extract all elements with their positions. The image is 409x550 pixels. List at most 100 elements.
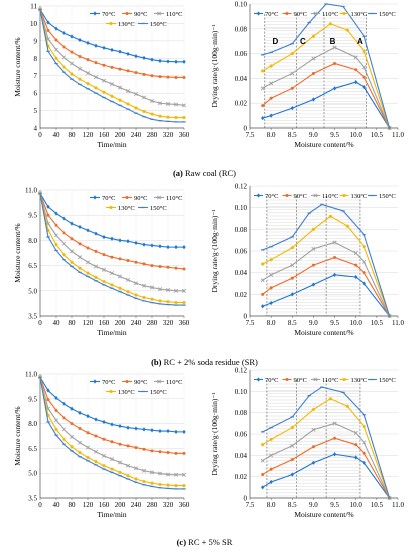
legend: 70°C 90°C 110°C 130°C 150°C <box>254 11 396 18</box>
data-point <box>102 234 106 240</box>
data-point <box>362 75 366 79</box>
series-line-130c <box>262 215 391 317</box>
data-point <box>290 106 294 111</box>
data-point <box>269 257 273 262</box>
data-point <box>290 276 294 280</box>
x-tick-label: 280 <box>147 501 158 509</box>
data-point <box>149 98 155 104</box>
y-tick-label: 7 <box>34 72 38 80</box>
y-axis-title: Drying rate/g·(100g·min)⁻¹ <box>210 24 219 107</box>
data-point <box>141 468 147 473</box>
data-point <box>101 453 107 458</box>
data-point <box>269 437 273 442</box>
y-tick-label: 0.04 <box>235 75 248 83</box>
data-point <box>110 47 114 53</box>
data-point <box>70 34 74 39</box>
data-point <box>290 71 295 76</box>
data-point <box>118 286 122 290</box>
data-point <box>86 58 90 62</box>
y-axis-title: Drying rate/g·(100g·min)⁻¹ <box>210 209 219 292</box>
data-point <box>133 466 139 471</box>
data-point <box>158 264 162 268</box>
data-point <box>110 65 114 69</box>
legend-label: 70°C <box>265 193 278 200</box>
data-point <box>173 102 179 107</box>
legend-marker <box>342 11 346 16</box>
data-point <box>174 266 178 270</box>
legend-marker <box>156 11 162 16</box>
y-tick-label: 8 <box>34 55 38 63</box>
legend-marker <box>109 389 113 394</box>
data-point <box>70 406 74 411</box>
legend-label: 110°C <box>166 379 182 386</box>
data-point <box>78 266 82 270</box>
data-point <box>110 467 114 471</box>
data-point <box>142 72 146 76</box>
y-tick-label: 11.0 <box>25 371 37 379</box>
data-point <box>149 285 155 290</box>
data-point <box>102 90 106 94</box>
data-point <box>94 43 98 48</box>
data-point <box>110 255 114 259</box>
data-point <box>62 416 66 420</box>
data-point <box>260 278 265 283</box>
x-tick-label: 7.5 <box>246 501 255 509</box>
data-point <box>311 263 315 267</box>
data-point <box>362 281 366 286</box>
data-point <box>354 68 358 72</box>
data-point <box>345 224 349 228</box>
data-point <box>362 460 366 465</box>
data-point <box>54 242 58 247</box>
data-point <box>150 112 154 116</box>
data-point <box>102 45 106 50</box>
data-point <box>362 244 366 249</box>
data-point <box>86 271 90 275</box>
y-tick-label: 0.02 <box>235 473 248 481</box>
data-point <box>181 288 187 293</box>
y-tick-label: 0 <box>244 313 248 321</box>
y-axis-title: Moisture content/% <box>13 223 22 282</box>
data-point <box>166 428 170 434</box>
data-point <box>94 61 98 65</box>
data-point <box>117 85 123 90</box>
chart-a-left: 4 5 6 7 8 9 10 11 0 40 80 120 160 200 240 280 320 360 Time… <box>13 3 190 150</box>
data-point <box>134 477 138 481</box>
legend-label: 130°C <box>351 11 368 18</box>
y-tick-label: 3.5 <box>28 313 37 321</box>
data-point <box>86 455 90 460</box>
chart-b-right: 0 0.02 0.04 0.06 0.08 0.10 0.12 7.5 8.0 8.5 9.0 9.5… <box>210 183 404 338</box>
region-label: C <box>300 37 306 46</box>
data-point <box>166 451 170 455</box>
y-tick-label: 5 <box>34 107 38 115</box>
data-point <box>362 451 366 455</box>
data-point <box>62 231 66 235</box>
data-point <box>142 55 146 61</box>
data-point <box>332 272 337 277</box>
y-tick-label: 5.0 <box>28 470 37 478</box>
x-tick-label: 8.0 <box>267 131 276 139</box>
x-tick-label: 320 <box>163 131 174 139</box>
legend-label: 110°C <box>322 193 338 200</box>
data-point <box>290 86 294 90</box>
legend-marker <box>125 196 129 199</box>
data-point <box>150 264 154 268</box>
legend-marker <box>256 11 261 16</box>
data-point <box>261 292 265 296</box>
data-point <box>134 446 138 450</box>
y-tick-label: 0 <box>244 495 248 503</box>
data-point <box>93 75 99 80</box>
data-point <box>165 287 171 292</box>
legend-label: 110°C <box>322 11 338 18</box>
data-point <box>62 401 66 406</box>
data-point <box>354 455 358 460</box>
legend-label: 90°C <box>134 379 147 386</box>
x-tick-label: 9.0 <box>309 319 318 327</box>
legend-label: 130°C <box>118 389 135 396</box>
data-point <box>260 458 265 463</box>
data-point <box>46 28 50 32</box>
legend-marker <box>256 193 261 198</box>
data-point <box>150 57 154 62</box>
data-point <box>54 38 58 42</box>
data-point <box>62 252 66 257</box>
x-tick-label: 360 <box>179 501 190 509</box>
